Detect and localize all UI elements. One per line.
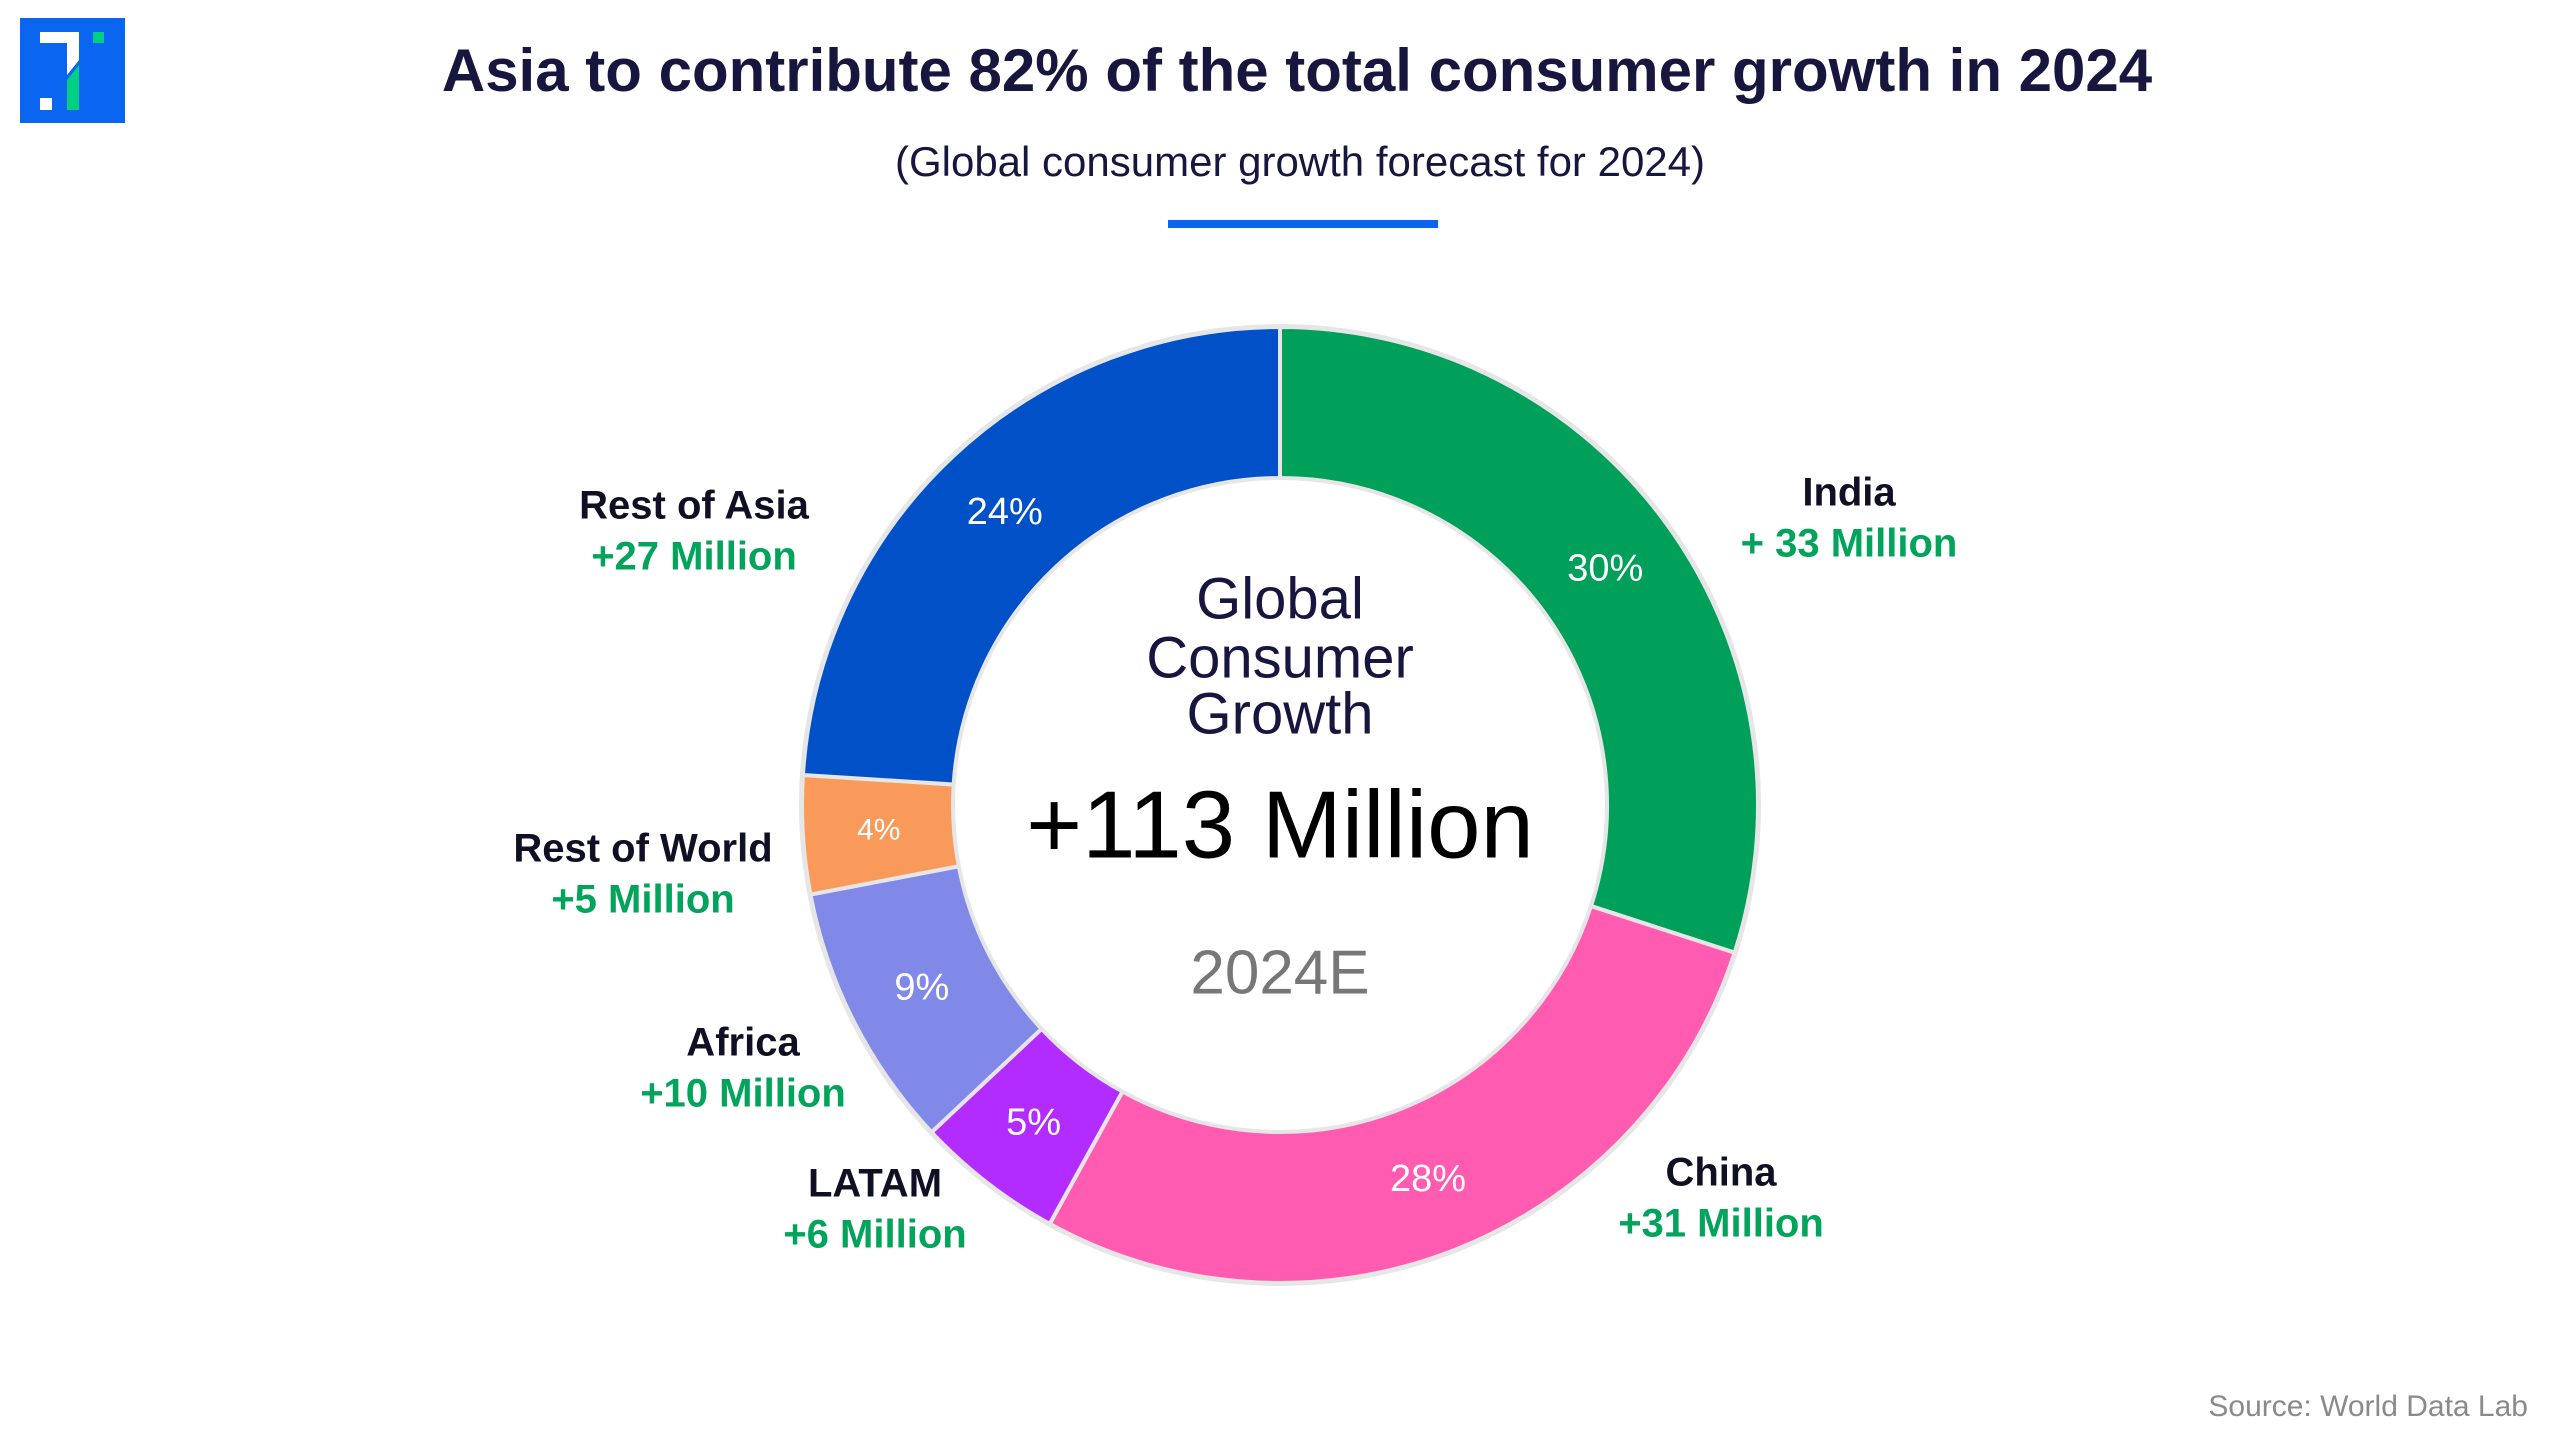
slice-name-label: China	[1665, 1150, 1777, 1195]
slice-india	[1278, 324, 1760, 956]
slice-value-label: +5 Million	[551, 877, 735, 922]
percent-label: 9%	[894, 967, 949, 1009]
source-note: Source: World Data Lab	[2208, 1390, 2528, 1423]
slice-name-label: Africa	[686, 1020, 800, 1065]
percent-label: 28%	[1390, 1158, 1466, 1200]
title-accent-bar	[1168, 220, 1438, 228]
slice-name-label: LATAM	[807, 1161, 943, 1206]
center-period: 2024E	[1190, 939, 1369, 1008]
percent-label: 5%	[1006, 1102, 1061, 1144]
slice-name-label: India	[1802, 470, 1896, 515]
percent-label: 4%	[857, 814, 900, 847]
center-title-line: Growth	[1187, 682, 1374, 747]
slice-value-label: +10 Million	[640, 1071, 846, 1116]
percent-label: 24%	[967, 491, 1043, 533]
donut-hole	[955, 480, 1605, 1130]
brand-logo	[20, 18, 125, 123]
center-total: +113 Million	[1026, 772, 1534, 879]
slice-china	[1047, 903, 1738, 1285]
slice-name-label: Rest of World	[513, 826, 773, 871]
slice-name-label: Rest of Asia	[579, 483, 809, 528]
center-title-line: Consumer	[1146, 626, 1414, 691]
slice-value-label: +31 Million	[1618, 1201, 1824, 1246]
slice-value-label: +6 Million	[783, 1212, 967, 1257]
slice-value-label: +27 Million	[591, 534, 797, 579]
center-title-line: Global	[1196, 567, 1364, 632]
percent-label: 30%	[1567, 548, 1643, 590]
chart-subtitle: (Global consumer growth forecast for 202…	[894, 138, 1706, 185]
slice-value-label: + 33 Million	[1740, 521, 1958, 566]
slice-rest-of-asia	[800, 324, 1282, 787]
chart-title: Asia to contribute 82% of the total cons…	[441, 37, 2153, 104]
